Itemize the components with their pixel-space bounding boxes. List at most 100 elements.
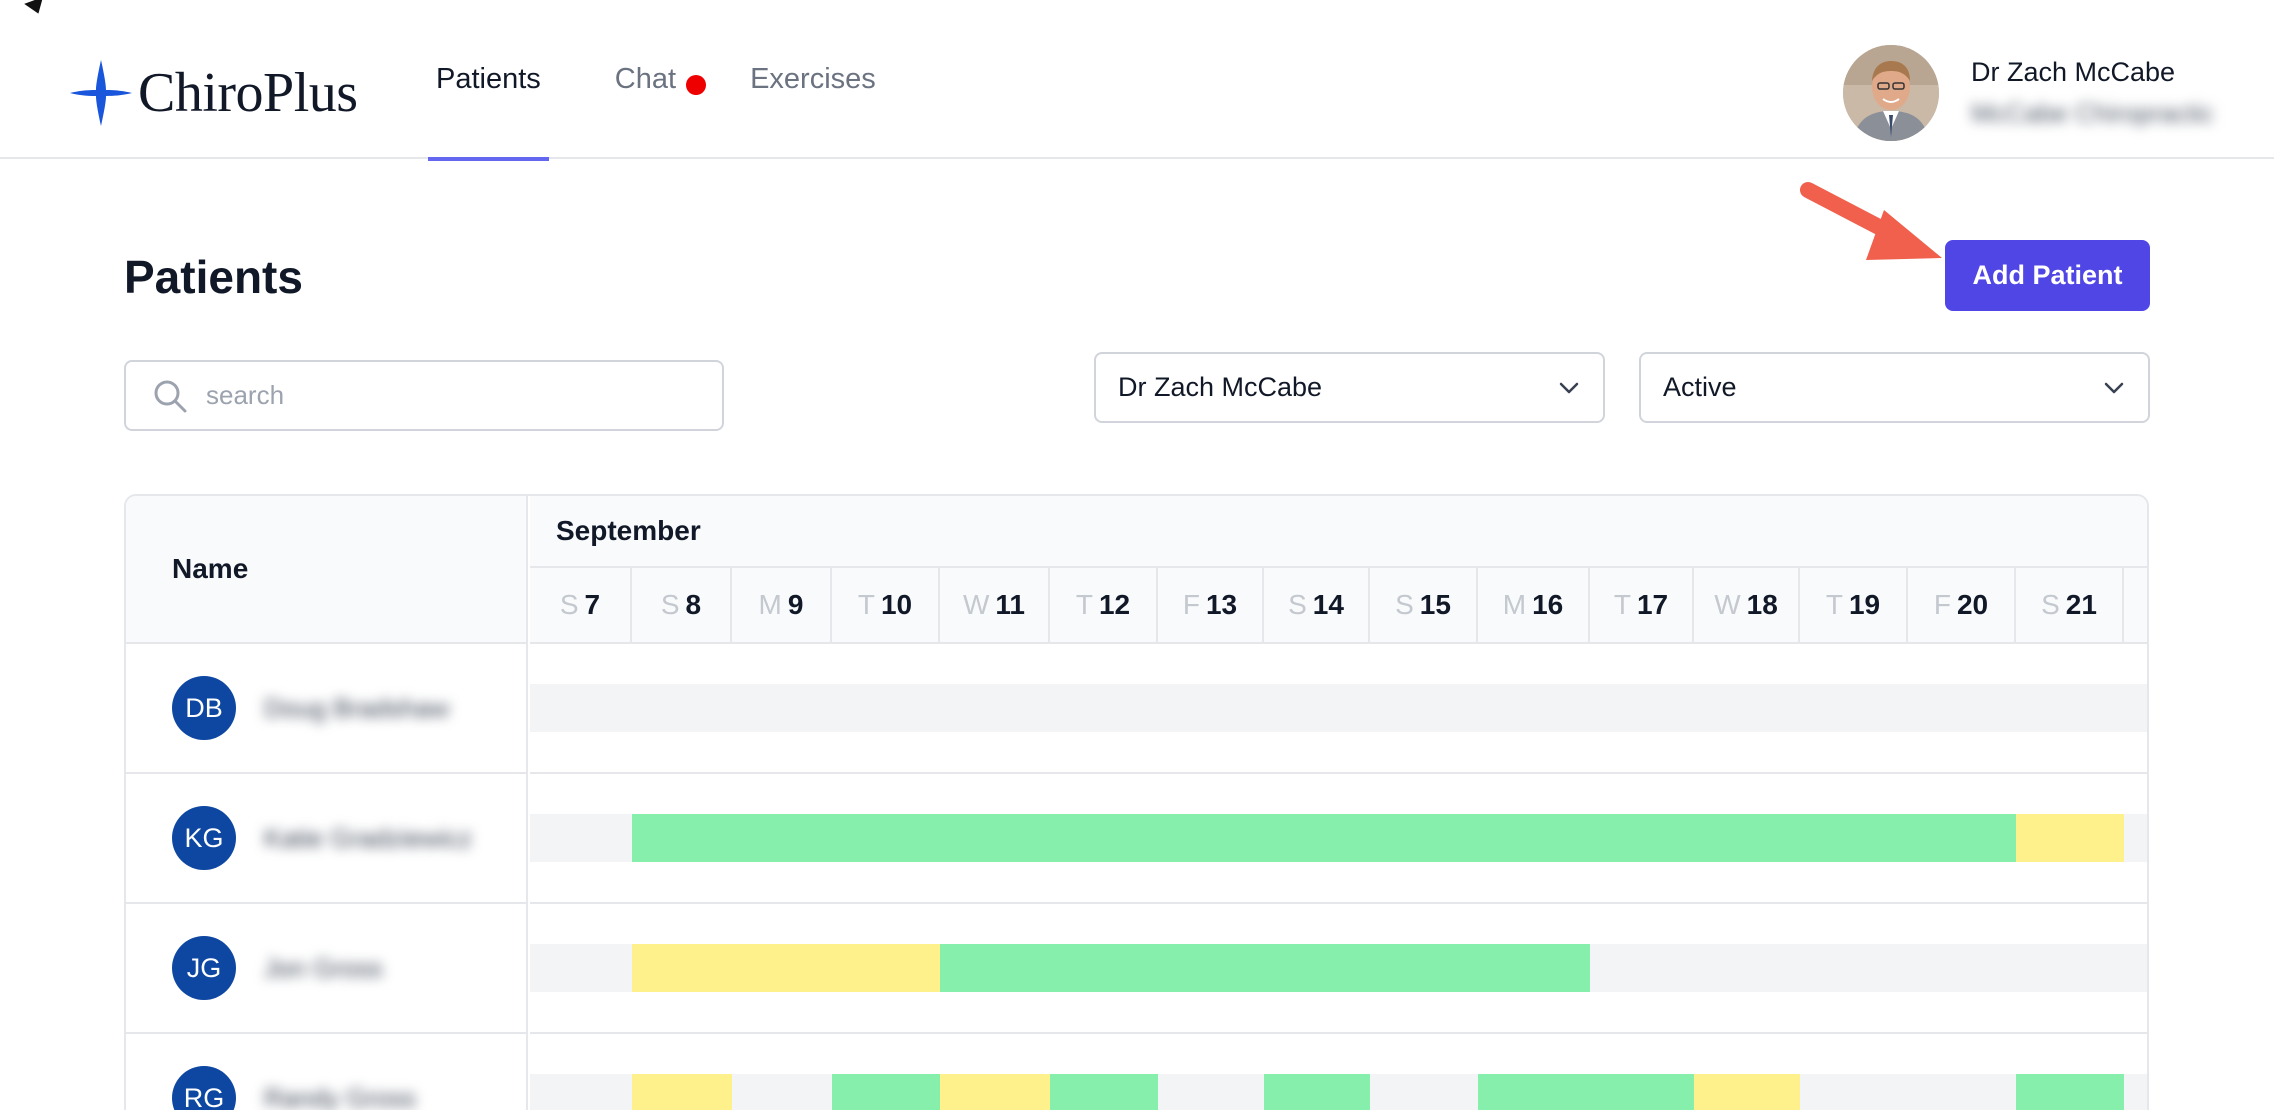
status-cell-green[interactable] bbox=[1478, 1074, 1590, 1110]
main-nav: Patients Chat Exercises bbox=[428, 0, 942, 161]
patient-row[interactable]: KG Katie Gradziewicz bbox=[126, 774, 526, 904]
nav-exercises-label: Exercises bbox=[750, 63, 876, 95]
status-cell-green[interactable] bbox=[1908, 814, 2016, 862]
day-header: W 18 bbox=[1694, 568, 1800, 642]
patient-calendar-row bbox=[530, 1034, 2147, 1110]
day-header: M 16 bbox=[1478, 568, 1590, 642]
user-menu[interactable]: Dr Zach McCabe McCabe Chiropractic bbox=[1843, 45, 2214, 141]
annotation-arrow-icon bbox=[1800, 182, 1942, 260]
chevron-down-icon bbox=[1559, 382, 1579, 393]
patient-name[interactable]: Jon Gross bbox=[264, 952, 383, 983]
status-cell-green[interactable] bbox=[1370, 814, 1478, 862]
nav-patients[interactable]: Patients bbox=[428, 0, 549, 161]
day-header: F 13 bbox=[1158, 568, 1264, 642]
day-number: 11 bbox=[995, 589, 1026, 620]
patient-name[interactable]: Doug Bradshaw bbox=[264, 692, 449, 723]
days-header: S 7 S 8 M 9 T 10 W 11 T 12 F 13 S 14 S 15 M 16 T 17 W 18 T 19 F 20 S… bbox=[530, 568, 2147, 644]
day-header: T 10 bbox=[832, 568, 940, 642]
patient-row[interactable]: JG Jon Gross bbox=[126, 904, 526, 1034]
add-patient-button[interactable]: Add Patient bbox=[1945, 240, 2150, 311]
status-cell-green[interactable] bbox=[940, 944, 1050, 992]
status-cell-yellow[interactable] bbox=[632, 1074, 732, 1110]
day-number: 16 bbox=[1532, 589, 1564, 620]
doctor-select-value: Dr Zach McCabe bbox=[1118, 372, 1323, 402]
day-header: S 21 bbox=[2016, 568, 2124, 642]
page-title: Patients bbox=[124, 251, 303, 303]
day-number: 20 bbox=[1956, 589, 1989, 620]
status-cell-green[interactable] bbox=[940, 814, 1050, 862]
status-cell-yellow[interactable] bbox=[940, 1074, 1050, 1110]
day-number: 21 bbox=[2065, 589, 2097, 620]
status-cell-green[interactable] bbox=[2016, 1074, 2124, 1110]
day-letter: S bbox=[1288, 589, 1307, 620]
status-cell-yellow[interactable] bbox=[632, 944, 732, 992]
user-avatar bbox=[1843, 45, 1939, 141]
status-cell-green[interactable] bbox=[1370, 944, 1478, 992]
day-number: 17 bbox=[1636, 589, 1669, 620]
nav-exercises[interactable]: Exercises bbox=[742, 0, 884, 159]
status-cell-green[interactable] bbox=[1050, 814, 1158, 862]
status-track bbox=[530, 684, 2147, 732]
day-number: 18 bbox=[1746, 589, 1778, 620]
calendar-grid: September S 7 S 8 M 9 T 10 W 11 T 12 F 13 S 14 S 15 M 16 T 17… bbox=[530, 496, 2147, 1110]
status-cell-green[interactable] bbox=[1264, 1074, 1370, 1110]
search-input[interactable] bbox=[206, 380, 686, 411]
day-header: F 20 bbox=[1908, 568, 2016, 642]
patient-row[interactable]: RG Randy Gross bbox=[126, 1034, 526, 1110]
status-cell-yellow[interactable] bbox=[2016, 814, 2124, 862]
patient-calendar-row bbox=[530, 644, 2147, 774]
day-header: T 19 bbox=[1800, 568, 1908, 642]
patient-name[interactable]: Randy Gross bbox=[264, 1082, 416, 1110]
status-cell-yellow[interactable] bbox=[832, 944, 940, 992]
day-letter: T bbox=[1825, 589, 1843, 620]
day-header: T 12 bbox=[1050, 568, 1158, 642]
brand-name: ChiroPlus bbox=[138, 62, 358, 124]
status-cell-green[interactable] bbox=[1800, 814, 1908, 862]
status-cell-green[interactable] bbox=[1590, 1074, 1694, 1110]
chevron-down-icon bbox=[2104, 382, 2124, 393]
day-letter: F bbox=[1933, 589, 1951, 620]
status-cell-green[interactable] bbox=[1694, 814, 1800, 862]
patient-calendar-row bbox=[530, 904, 2147, 1034]
day-letter: S bbox=[1395, 589, 1414, 620]
status-cell-yellow[interactable] bbox=[732, 944, 832, 992]
day-number: 9 bbox=[787, 589, 804, 620]
day-number: 19 bbox=[1848, 589, 1881, 620]
nav-chat-label: Chat bbox=[614, 63, 677, 95]
day-number: 14 bbox=[1312, 589, 1344, 620]
status-select[interactable]: Active bbox=[1639, 352, 2150, 423]
status-cell-green[interactable] bbox=[1590, 814, 1694, 862]
day-letter: W bbox=[962, 589, 990, 620]
status-cell-green[interactable] bbox=[1264, 814, 1370, 862]
status-cell-green[interactable] bbox=[832, 1074, 940, 1110]
status-cell-green[interactable] bbox=[1050, 1074, 1158, 1110]
patient-row[interactable]: DB Doug Bradshaw bbox=[126, 644, 526, 774]
patient-name[interactable]: Katie Gradziewicz bbox=[264, 822, 473, 853]
day-letter: S bbox=[559, 589, 579, 620]
status-cell-green[interactable] bbox=[1158, 814, 1264, 862]
chat-notification-badge bbox=[686, 75, 707, 95]
brand-logo[interactable]: ChiroPlus bbox=[68, 58, 358, 128]
status-cell-green[interactable] bbox=[632, 814, 732, 862]
day-letter: S bbox=[2041, 589, 2060, 620]
nav-chat[interactable]: Chat bbox=[607, 0, 707, 159]
status-cell-green[interactable] bbox=[1478, 814, 1590, 862]
month-label: September bbox=[530, 496, 2147, 568]
day-header: T 17 bbox=[1590, 568, 1694, 642]
status-cell-green[interactable] bbox=[1050, 944, 1158, 992]
status-cell-green[interactable] bbox=[832, 814, 940, 862]
name-column-header: Name bbox=[126, 496, 526, 644]
doctor-select[interactable]: Dr Zach McCabe bbox=[1094, 352, 1605, 423]
day-letter: F bbox=[1182, 589, 1200, 620]
top-header: ChiroPlus Patients Chat Exercises bbox=[0, 0, 2274, 161]
status-cell-green[interactable] bbox=[1478, 944, 1590, 992]
status-cell-green[interactable] bbox=[1264, 944, 1370, 992]
status-cell-yellow[interactable] bbox=[1694, 1074, 1800, 1110]
status-cell-green[interactable] bbox=[732, 814, 832, 862]
user-name: Dr Zach McCabe bbox=[1971, 57, 2176, 87]
status-cell-green[interactable] bbox=[1158, 944, 1264, 992]
user-clinic: McCabe Chiropractic bbox=[1971, 98, 2214, 128]
search-box[interactable] bbox=[124, 360, 724, 431]
